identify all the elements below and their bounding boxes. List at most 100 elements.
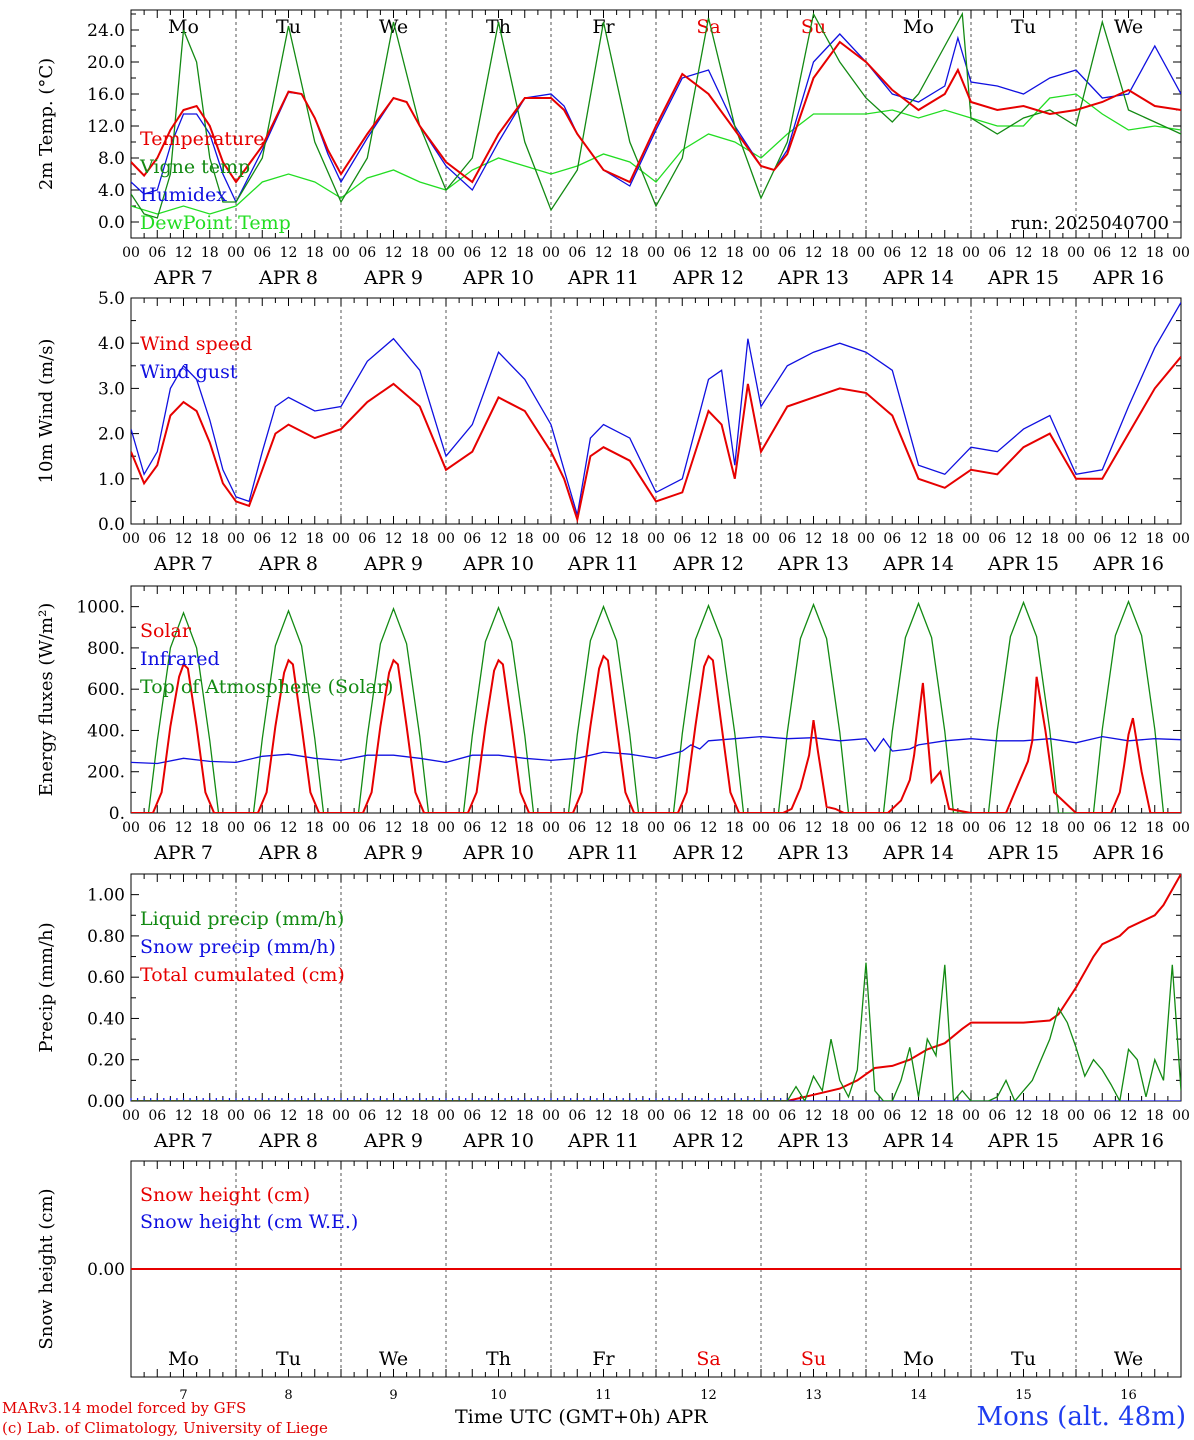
date-label: APR 16 <box>1092 842 1164 864</box>
hour-label: 00 <box>857 531 875 547</box>
hour-label: 18 <box>1041 531 1059 547</box>
hour-label: 00 <box>332 820 350 836</box>
hour-label: 12 <box>700 531 718 547</box>
hour-label: 18 <box>936 531 954 547</box>
lab-credit: (c) Lab. of Climatology, University of L… <box>2 1419 328 1437</box>
hour-label: 00 <box>227 820 245 836</box>
hour-label: 06 <box>253 531 271 547</box>
legend-entry: Snow height (cm W.E.) <box>140 1211 358 1233</box>
y-tick-label: 3.0 <box>98 379 125 399</box>
hour-label: 12 <box>700 245 718 261</box>
hour-label: 12 <box>280 245 298 261</box>
hour-label: 12 <box>175 245 193 261</box>
hour-label: 18 <box>411 1108 429 1124</box>
hour-label: 00 <box>122 245 140 261</box>
panel-snow: 0.00 Snow height (cm) Snow height (cm) Snow… <box>36 1160 1182 1403</box>
hour-label: 18 <box>831 820 849 836</box>
hour-label: 12 <box>595 531 613 547</box>
y-tick-label: 8.0 <box>98 149 125 169</box>
hour-label: 06 <box>568 531 586 547</box>
date-label: APR 11 <box>567 842 639 864</box>
date-label: APR 16 <box>1092 267 1164 289</box>
y-tick-label: 1.00 <box>87 886 125 906</box>
hour-label: 00 <box>227 531 245 547</box>
hour-label: 00 <box>332 1108 350 1124</box>
hour-label: 18 <box>936 1108 954 1124</box>
hour-label: 06 <box>148 245 166 261</box>
date-label: APR 11 <box>567 267 639 289</box>
hour-label: 00 <box>962 820 980 836</box>
hour-label: 18 <box>516 531 534 547</box>
hour-label: 12 <box>490 245 508 261</box>
hour-label: 12 <box>595 245 613 261</box>
y-axis-label: 2m Temp. (°C) <box>36 58 57 190</box>
series-line <box>131 11 1181 219</box>
day-name: Tu <box>276 1348 301 1370</box>
hour-label: 06 <box>358 1108 376 1124</box>
hour-label: 06 <box>463 531 481 547</box>
hour-label: 06 <box>778 1108 796 1124</box>
hour-label: 12 <box>490 531 508 547</box>
hour-label: 12 <box>175 820 193 836</box>
hour-label: 18 <box>621 531 639 547</box>
date-label: APR 10 <box>462 842 534 864</box>
hour-label: 06 <box>988 1108 1006 1124</box>
hour-label: 12 <box>1120 1108 1138 1124</box>
hour-label: 12 <box>805 531 823 547</box>
hour-label: 12 <box>490 1108 508 1124</box>
series-line <box>131 40 1181 184</box>
date-label: APR 12 <box>672 267 744 289</box>
legend-entry: Snow precip (mm/h) <box>140 936 336 958</box>
day-number: 14 <box>910 1388 927 1403</box>
hour-label: 18 <box>831 245 849 261</box>
day-name: Mo <box>903 16 934 38</box>
date-label: APR 10 <box>462 1130 534 1152</box>
hour-label: 18 <box>1146 531 1164 547</box>
hour-label: 06 <box>148 531 166 547</box>
hour-label: 06 <box>358 245 376 261</box>
y-tick-label: 600. <box>87 680 125 700</box>
hour-label: 12 <box>280 531 298 547</box>
hour-label: 06 <box>673 1108 691 1124</box>
date-label: APR 11 <box>567 553 639 575</box>
hour-label: 00 <box>962 245 980 261</box>
y-tick-label: 0.00 <box>87 1092 125 1112</box>
hour-label: 00 <box>1067 245 1085 261</box>
hour-label: 00 <box>857 245 875 261</box>
hour-label: 18 <box>1146 245 1164 261</box>
day-name: We <box>1114 16 1143 38</box>
hour-label: 00 <box>332 531 350 547</box>
hour-label: 00 <box>542 820 560 836</box>
legend-entry: Snow height (cm) <box>140 1184 310 1206</box>
hour-label: 06 <box>883 531 901 547</box>
day-name: Sa <box>696 1348 720 1370</box>
hour-label: 12 <box>1015 1108 1033 1124</box>
hour-label: 06 <box>988 531 1006 547</box>
date-label: APR 15 <box>987 842 1059 864</box>
hour-label: 12 <box>385 531 403 547</box>
day-name: Tu <box>1011 1348 1036 1370</box>
station-name: Mons (alt. 48m) <box>976 1402 1186 1432</box>
hour-label: 18 <box>831 1108 849 1124</box>
legend-entry: Wind speed <box>140 333 252 355</box>
series-line <box>131 654 1181 813</box>
day-name: Su <box>801 16 826 38</box>
date-label: APR 7 <box>153 553 213 575</box>
legend-entry: Liquid precip (mm/h) <box>140 908 344 930</box>
hour-label: 12 <box>595 820 613 836</box>
panel-precip: 0.00 0.20 0.40 0.60 0.80 1.00 Precip (mm/h) 00 0… <box>36 873 1190 1152</box>
legend-entry: Infrared <box>140 648 220 670</box>
hour-label: 12 <box>910 531 928 547</box>
hour-label: 18 <box>726 245 744 261</box>
hour-label: 06 <box>1093 820 1111 836</box>
y-tick-label: 24.0 <box>87 21 125 41</box>
hour-label: 18 <box>201 820 219 836</box>
date-label: APR 12 <box>672 553 744 575</box>
hour-label: 06 <box>883 820 901 836</box>
hour-label: 00 <box>857 1108 875 1124</box>
hour-label: 18 <box>1041 820 1059 836</box>
hour-label: 18 <box>621 1108 639 1124</box>
run-annotation: run: 2025040700 <box>1011 213 1169 234</box>
hour-label: 12 <box>385 820 403 836</box>
hour-label: 00 <box>752 1108 770 1124</box>
